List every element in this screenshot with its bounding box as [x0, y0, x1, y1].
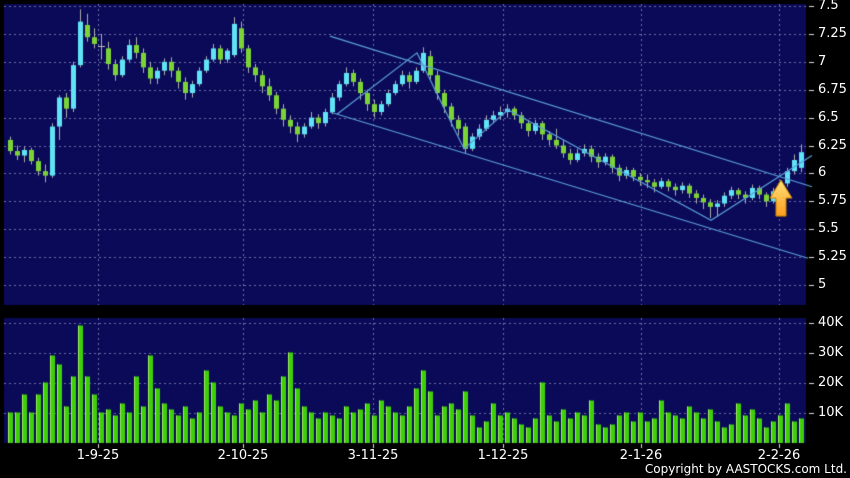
date-label: 2-1-26 [619, 448, 663, 463]
price-tick-label: 7.5 [818, 0, 839, 13]
date-label: 3-11-25 [347, 448, 399, 463]
date-label: 2-10-25 [217, 448, 269, 463]
price-tick-label: 6.5 [818, 109, 839, 125]
volume-tick-label: 30K [818, 344, 844, 360]
price-tick-label: 6.75 [818, 81, 847, 97]
volume-tick-label: 40K [818, 314, 844, 330]
price-tick-label: 5.75 [818, 193, 847, 209]
price-tick-label: 7.25 [818, 25, 847, 41]
price-tick-label: 6.25 [818, 137, 847, 153]
date-label: 1-9-25 [76, 448, 120, 463]
price-tick-label: 5.5 [818, 221, 839, 237]
copyright-notice: Copyright by AASTOCKS.com Ltd. [644, 462, 847, 476]
date-label: 1-12-25 [477, 448, 529, 463]
price-tick-label: 6 [818, 165, 827, 181]
date-label: 2-2-26 [757, 448, 801, 463]
volume-tick-label: 10K [818, 404, 844, 420]
price-tick-label: 5 [818, 277, 827, 292]
price-tick-label: 5.25 [818, 249, 847, 265]
volume-tick-label: 20K [818, 374, 844, 390]
price-tick-label: 7 [818, 53, 827, 69]
